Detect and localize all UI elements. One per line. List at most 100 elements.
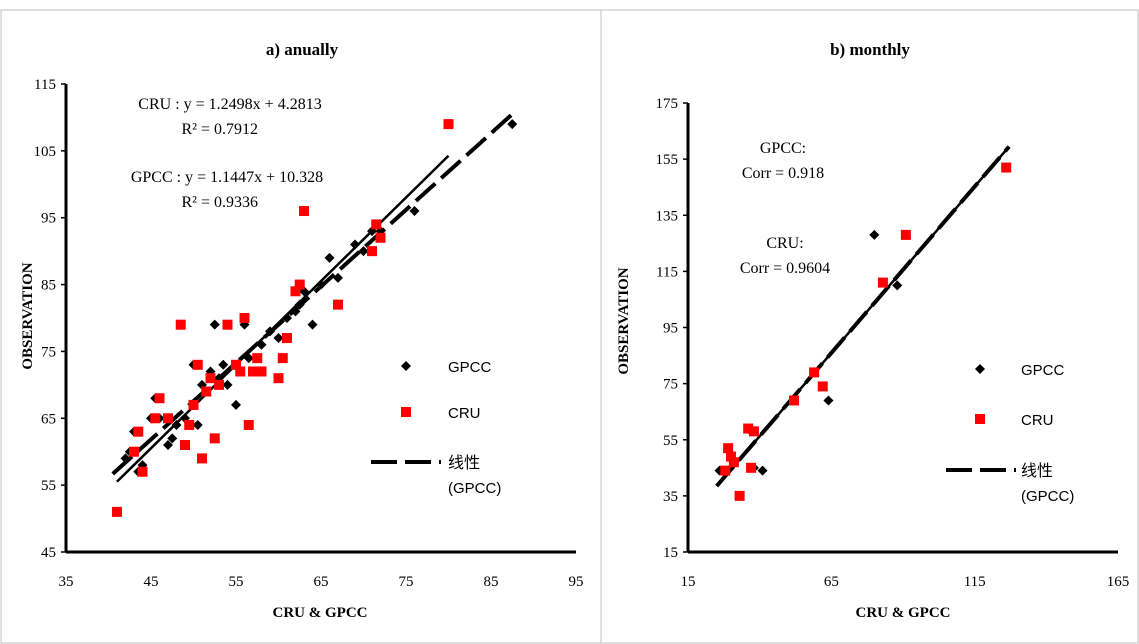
gpcc-point <box>869 229 880 240</box>
y-tick-label: 45 <box>41 545 56 561</box>
panel-a-gpcc-r2: R² = 0.9336 <box>182 194 259 211</box>
cru-point <box>163 413 173 424</box>
cru-point <box>175 319 186 330</box>
x-tick-label: 95 <box>569 574 584 590</box>
cru-point <box>789 395 800 406</box>
y-tick-label: 75 <box>41 344 56 360</box>
gpcc-point <box>231 399 241 410</box>
panel-a-chart: a) anually OBSERVATION CRU & GPCC 35 45 55… <box>20 40 584 621</box>
gpcc-point <box>307 319 318 330</box>
legend-trend-sublabel: (GPCC) <box>1021 488 1074 505</box>
cru-point <box>197 453 207 464</box>
gpcc-point <box>358 246 369 257</box>
gpcc-point <box>282 313 292 323</box>
panel-a-ylabel: OBSERVATION <box>20 262 36 369</box>
gpcc-point <box>256 339 267 350</box>
gpcc-point <box>324 252 335 263</box>
trendline-dashed <box>111 112 514 476</box>
panel-a-points <box>112 119 518 517</box>
x-tick-label: 45 <box>144 574 159 590</box>
cru-point <box>748 426 759 437</box>
x-tick-label: 65 <box>314 574 329 590</box>
cru-point <box>720 465 731 476</box>
x-tick-label: 35 <box>59 574 74 590</box>
gpcc-point <box>120 453 131 464</box>
cru-point <box>209 433 220 444</box>
panel-a-gpcc-equation: GPCC : y = 1.1447x + 10.328 <box>131 169 323 186</box>
y-tick-label: 175 <box>656 96 679 112</box>
gpcc-point <box>757 465 768 476</box>
trendline-dashed <box>715 145 1011 488</box>
cru-point <box>201 386 212 397</box>
x-tick-label: 15 <box>681 574 696 590</box>
cru-point <box>154 393 165 404</box>
panel-b-ticks: 15 65 115 165 15 35 55 75 95 115 135 155 175 <box>656 96 1130 590</box>
gpcc-point <box>209 319 220 330</box>
cru-point <box>723 443 734 454</box>
cru-point <box>180 440 190 451</box>
gpcc-point <box>290 306 301 317</box>
cru-point <box>817 381 828 392</box>
legend-cru-marker <box>975 414 985 424</box>
y-tick-label: 55 <box>663 433 678 449</box>
cru-point <box>150 413 161 424</box>
gpcc-point <box>163 440 173 451</box>
cru-point <box>248 366 258 377</box>
cru-point <box>188 399 199 410</box>
gpcc-point <box>409 206 420 217</box>
legend-trend-label: 线性 <box>1021 462 1053 480</box>
cru-point <box>290 286 301 297</box>
cru-point <box>282 333 292 344</box>
legend-cru-marker <box>401 407 411 417</box>
cru-point <box>133 426 144 437</box>
y-tick-label: 135 <box>656 208 679 224</box>
legend-gpcc-label: GPCC <box>448 359 492 376</box>
y-tick-label: 55 <box>41 478 56 494</box>
x-tick-label: 75 <box>399 574 414 590</box>
cru-point <box>243 419 254 430</box>
y-tick-label: 35 <box>663 489 678 505</box>
panel-b-gpcc-label: GPCC: <box>760 140 806 157</box>
panel-b-cru-corr: Corr = 0.9604 <box>740 260 830 277</box>
cru-point <box>129 446 139 457</box>
cru-point <box>1001 162 1012 173</box>
cru-point <box>231 359 241 370</box>
gpcc-point <box>218 359 229 370</box>
cru-point <box>877 277 888 288</box>
x-tick-label: 65 <box>824 574 839 590</box>
cru-point <box>299 206 309 217</box>
y-tick-label: 75 <box>663 377 678 393</box>
cru-point <box>375 232 386 243</box>
y-tick-label: 85 <box>41 278 56 294</box>
panel-b-xlabel: CRU & GPCC <box>856 605 951 621</box>
gpcc-point <box>507 119 518 130</box>
cru-point <box>333 299 343 310</box>
y-tick-label: 95 <box>41 211 56 227</box>
panel-a-cru-r2: R² = 0.7912 <box>182 121 259 138</box>
legend-cru-label: CRU <box>448 405 481 422</box>
cru-point <box>239 313 250 323</box>
cru-point <box>277 353 288 364</box>
gpcc-point <box>265 326 275 337</box>
gpcc-point <box>222 379 233 390</box>
panel-b-trendlines <box>715 145 1011 488</box>
gpcc-point <box>243 353 254 364</box>
gpcc-point <box>294 299 305 310</box>
cru-point <box>294 279 305 290</box>
y-tick-label: 105 <box>34 144 57 160</box>
cru-point <box>205 373 216 384</box>
panel-b-title: b) monthly <box>830 40 910 59</box>
y-tick-label: 15 <box>663 545 678 561</box>
cru-point <box>728 457 739 468</box>
panel-b-gpcc-corr: Corr = 0.918 <box>742 165 824 182</box>
panel-b-points <box>714 162 1012 501</box>
panel-b-ylabel: OBSERVATION <box>616 267 632 374</box>
cru-point <box>743 423 754 434</box>
cru-point <box>235 366 246 377</box>
cru-point <box>443 119 454 130</box>
gpcc-point <box>892 280 903 291</box>
legend-gpcc-marker <box>975 364 985 374</box>
cru-point <box>371 219 382 230</box>
x-tick-label: 165 <box>1107 574 1130 590</box>
